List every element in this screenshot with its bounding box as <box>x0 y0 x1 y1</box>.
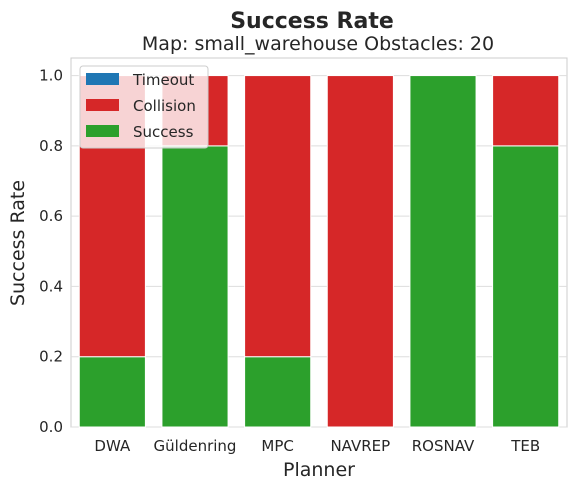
bar-success-5 <box>492 145 560 428</box>
legend-label-collision: Collision <box>133 97 196 115</box>
bar-collision-2 <box>244 75 312 358</box>
y-tick-label: 0.6 <box>39 207 63 225</box>
y-tick-label: 0.2 <box>39 348 63 366</box>
bar-success-2 <box>244 356 312 428</box>
x-tick-label: MPC <box>261 437 293 455</box>
y-tick-label: 0.4 <box>39 277 63 295</box>
legend-label-success: Success <box>133 123 194 141</box>
legend-swatch-timeout <box>86 73 119 85</box>
bar-collision-5 <box>492 75 560 147</box>
x-tick-label: DWA <box>94 437 131 455</box>
y-tick-label: 1.0 <box>39 67 63 85</box>
chart-subtitle: Map: small_warehouse Obstacles: 20 <box>142 33 494 55</box>
y-tick-label: 0.0 <box>39 418 63 436</box>
x-tick-label: ROSNAV <box>412 437 475 455</box>
legend-swatch-success <box>86 125 119 137</box>
legend-swatch-collision <box>86 99 119 111</box>
bar-success-4 <box>409 75 477 428</box>
bar-success-0 <box>78 356 146 428</box>
bar-success-1 <box>161 145 229 428</box>
bar-collision-3 <box>326 75 394 428</box>
x-tick-label: NAVREP <box>330 437 390 455</box>
x-tick-label: TEB <box>510 437 540 455</box>
legend: Timeout Collision Success <box>79 65 209 149</box>
chart-title: Success Rate <box>230 9 394 34</box>
y-tick-label: 0.8 <box>39 137 63 155</box>
y-axis-label: Success Rate <box>7 180 29 306</box>
x-tick-label: Güldenring <box>154 437 237 455</box>
x-tick-labels: DWA Güldenring MPC NAVREP ROSNAV TEB <box>94 437 540 455</box>
legend-label-timeout: Timeout <box>132 71 194 89</box>
x-axis-label: Planner <box>283 459 355 481</box>
y-tick-labels: 0.0 0.2 0.4 0.6 0.8 1.0 <box>39 67 63 436</box>
